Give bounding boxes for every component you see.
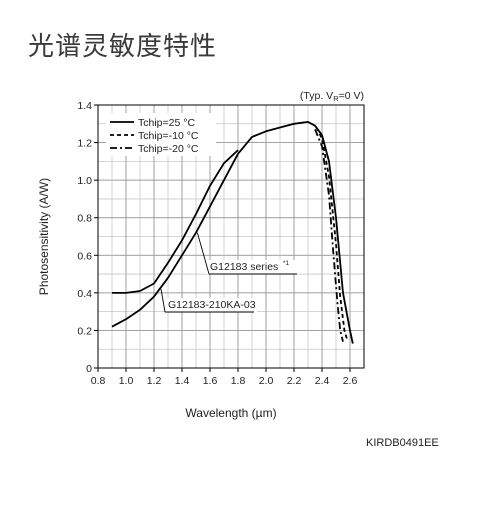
series-lines — [111, 121, 354, 344]
y-axis-ticks: 0 0.2 0.4 0.6 0.8 1.0 1.2 1.4 — [77, 100, 98, 375]
condition-tail: =0 V) — [339, 90, 364, 102]
y-tick-label: 0.8 — [77, 213, 92, 225]
x-tick-label: 1.0 — [119, 375, 134, 387]
x-tick-label: 1.8 — [231, 375, 246, 387]
page-title: 光谱灵敏度特性 — [28, 32, 218, 62]
condition-label: (Typ. VR=0 V) — [300, 90, 364, 103]
series-line-3 — [112, 149, 239, 294]
condition-text: (Typ. V — [300, 90, 333, 102]
x-axis-ticks: 0.8 1.0 1.2 1.4 1.6 1.8 2.0 2.2 2.4 2.6 — [91, 368, 358, 387]
annotations: G12183 series *1 G12183-210KA-03 — [160, 232, 300, 313]
annotation-label: G12183-210KA-03 — [168, 299, 256, 311]
x-tick-label: 2.4 — [315, 375, 330, 387]
x-tick-label: 2.0 — [259, 375, 274, 387]
annotation-label: G12183 series — [210, 261, 278, 273]
series-line-1 — [315, 127, 349, 341]
legend-entry: Tchip=25 °C — [138, 117, 195, 129]
annotation-background — [206, 260, 300, 274]
x-axis-label: Wavelength (µm) — [185, 406, 276, 420]
series-line-0 — [111, 121, 354, 344]
annotation-leader — [196, 232, 210, 275]
x-tick-label: 1.4 — [175, 375, 190, 387]
series-line-2 — [314, 129, 344, 342]
x-tick-label: 1.6 — [203, 375, 218, 387]
y-tick-label: 1.0 — [77, 175, 92, 187]
x-tick-label: 2.2 — [287, 375, 302, 387]
x-tick-label: 1.2 — [147, 375, 162, 387]
y-tick-label: 0.6 — [77, 250, 92, 262]
y-tick-label: 1.4 — [77, 100, 92, 112]
annotation-leader — [160, 289, 166, 313]
y-axis-label: Photosensitivity (A/W) — [37, 178, 51, 295]
y-tick-label: 0.2 — [77, 325, 92, 337]
x-tick-label: 0.8 — [91, 375, 106, 387]
annotation-background — [165, 298, 257, 312]
y-tick-label: 0 — [86, 363, 92, 375]
x-tick-label: 2.6 — [343, 375, 358, 387]
legend-entry: Tchip=-20 °C — [138, 143, 199, 155]
plot-frame — [97, 104, 365, 369]
condition-subscript: R — [333, 94, 339, 103]
y-tick-label: 1.2 — [77, 138, 92, 150]
y-tick-label: 0.4 — [77, 288, 92, 300]
legend-entry: Tchip=-10 °C — [138, 130, 199, 142]
annotation-superscript: *1 — [283, 260, 290, 267]
figure-code: KIRDB0491EE — [366, 437, 439, 449]
